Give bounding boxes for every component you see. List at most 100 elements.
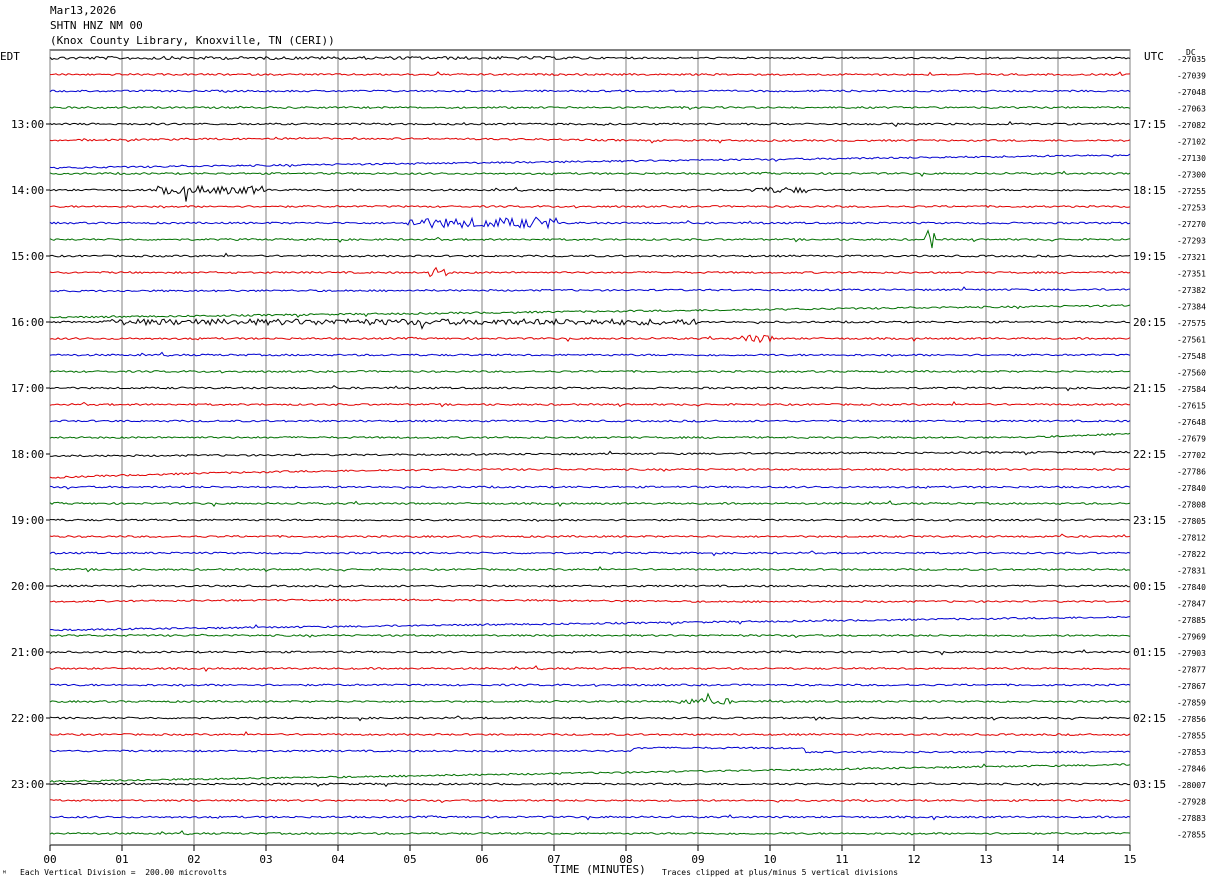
x-tick-label: 15 xyxy=(1123,853,1136,866)
left-hour-label: 17:00 xyxy=(11,382,44,395)
dc-offset-label: -27859 xyxy=(1177,699,1206,708)
seismic-trace xyxy=(49,71,1131,77)
dc-offset-label: -27885 xyxy=(1177,616,1206,625)
left-hour-label: 16:00 xyxy=(11,316,44,329)
dc-offset-label: -27130 xyxy=(1177,154,1206,163)
right-hour-label: 21:15 xyxy=(1133,382,1166,395)
dc-offset-label: -27648 xyxy=(1177,418,1206,427)
dc-offset-label: -27321 xyxy=(1177,253,1206,262)
seismic-trace xyxy=(49,204,1131,209)
seismic-trace xyxy=(49,584,1131,588)
seismic-trace xyxy=(49,467,1131,479)
right-hour-label: 02:15 xyxy=(1133,712,1166,725)
seismic-trace xyxy=(49,286,1131,293)
seismic-trace xyxy=(49,485,1131,490)
grid-lines xyxy=(49,49,1131,851)
seismic-traces xyxy=(49,55,1131,836)
seismic-trace xyxy=(49,229,1131,249)
x-tick-label: 03 xyxy=(259,853,272,866)
seismic-trace xyxy=(49,550,1131,557)
dc-offset-label: -27293 xyxy=(1177,237,1206,246)
seismic-trace xyxy=(49,649,1131,656)
seismic-trace xyxy=(49,565,1131,573)
dc-offset-label: -27928 xyxy=(1177,798,1206,807)
right-hour-label: 23:15 xyxy=(1133,514,1166,527)
dc-offset-label: -27855 xyxy=(1177,732,1206,741)
right-hour-label: 19:15 xyxy=(1133,250,1166,263)
dc-offset-label: -27702 xyxy=(1177,451,1206,460)
dc-offset-label: -27063 xyxy=(1177,105,1206,114)
dc-offset-label: -27384 xyxy=(1177,303,1206,312)
seismic-trace xyxy=(49,683,1131,688)
seismic-trace xyxy=(49,763,1131,783)
dc-offset-label: -28007 xyxy=(1177,781,1206,790)
seismic-trace xyxy=(49,400,1131,408)
dc-offset-label: -27808 xyxy=(1177,501,1206,510)
dc-offset-label: -27561 xyxy=(1177,336,1206,345)
x-axis-label: TIME (MINUTES) xyxy=(553,863,646,876)
dc-offset-label: -27615 xyxy=(1177,402,1206,411)
seismic-trace xyxy=(49,432,1131,440)
seismic-trace xyxy=(49,334,1131,344)
seismic-trace xyxy=(49,252,1131,258)
seismic-trace xyxy=(49,518,1131,523)
seismic-trace xyxy=(49,216,1131,230)
seismic-trace xyxy=(49,55,1131,61)
x-tick-label: 05 xyxy=(403,853,416,866)
left-hour-label: 15:00 xyxy=(11,250,44,263)
right-hour-label: 18:15 xyxy=(1133,184,1166,197)
dc-offset-label: -27867 xyxy=(1177,682,1206,691)
left-hour-label: 18:00 xyxy=(11,448,44,461)
left-hour-label: 23:00 xyxy=(11,778,44,791)
dc-offset-label: -27847 xyxy=(1177,600,1206,609)
clip-note: Traces clipped at plus/minus 5 vertical … xyxy=(662,868,899,877)
right-hour-label: 01:15 xyxy=(1133,646,1166,659)
dc-offset-label: -27039 xyxy=(1177,72,1206,81)
left-hour-label: 20:00 xyxy=(11,580,44,593)
seismic-trace xyxy=(49,136,1131,144)
dc-offset-label: -27877 xyxy=(1177,666,1206,675)
x-tick-label: 00 xyxy=(43,853,56,866)
dc-offset-label: -27351 xyxy=(1177,270,1206,279)
dc-offset-label: -27855 xyxy=(1177,831,1206,840)
x-tick-label: 10 xyxy=(763,853,776,866)
seismic-trace xyxy=(49,450,1131,458)
seismic-trace xyxy=(49,692,1131,705)
dc-offset-label: -27853 xyxy=(1177,748,1206,757)
seismic-trace xyxy=(49,369,1131,374)
dc-offset-label: -27840 xyxy=(1177,583,1206,592)
seismic-trace xyxy=(49,266,1131,278)
left-hour-label: 19:00 xyxy=(11,514,44,527)
seismic-trace xyxy=(49,304,1131,319)
x-tick-label: 02 xyxy=(187,853,200,866)
seismic-trace xyxy=(49,598,1131,604)
seismic-trace xyxy=(49,633,1131,639)
left-hour-label: 13:00 xyxy=(11,118,44,131)
seismic-trace xyxy=(49,665,1131,672)
seismic-trace xyxy=(49,419,1131,423)
x-tick-label: 11 xyxy=(835,853,848,866)
dc-offset-label: -27382 xyxy=(1177,286,1206,295)
dc-offset-label: -27969 xyxy=(1177,633,1206,642)
seismic-trace xyxy=(49,317,1131,330)
header-station: (Knox County Library, Knoxville, TN (CER… xyxy=(50,34,335,47)
seismic-trace xyxy=(49,351,1131,358)
seismic-trace xyxy=(49,105,1131,111)
dc-label: DC xyxy=(1186,48,1196,57)
dc-offset-label: -27270 xyxy=(1177,220,1206,229)
dc-offset-label: -27679 xyxy=(1177,435,1206,444)
header-channel: SHTN HNZ NM 00 xyxy=(50,19,143,32)
x-tick-label: 09 xyxy=(691,853,704,866)
x-tick-label: 12 xyxy=(907,853,920,866)
left-timezone-label: EDT xyxy=(0,50,20,63)
dc-offset-label: -27805 xyxy=(1177,517,1206,526)
left-hour-label: 22:00 xyxy=(11,712,44,725)
plot-frame xyxy=(49,49,1131,846)
dc-offset-label: -27812 xyxy=(1177,534,1206,543)
x-tick-label: 06 xyxy=(475,853,488,866)
dc-offset-label: -27822 xyxy=(1177,550,1206,559)
x-tick-label: 04 xyxy=(331,853,345,866)
dc-offset-label: -27786 xyxy=(1177,468,1206,477)
dc-offset-label: -27253 xyxy=(1177,204,1206,213)
